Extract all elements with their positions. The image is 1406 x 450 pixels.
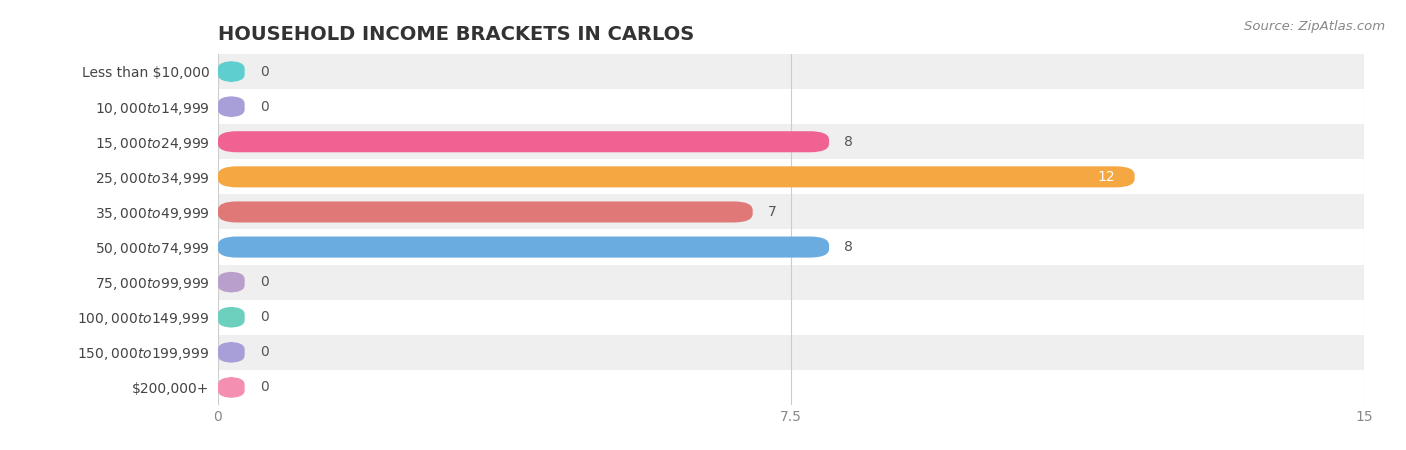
Bar <box>218 335 1364 370</box>
Text: 0: 0 <box>260 345 269 360</box>
FancyBboxPatch shape <box>218 61 245 82</box>
Bar <box>218 124 1364 159</box>
FancyBboxPatch shape <box>218 131 830 152</box>
Text: HOUSEHOLD INCOME BRACKETS IN CARLOS: HOUSEHOLD INCOME BRACKETS IN CARLOS <box>218 25 695 44</box>
Text: 0: 0 <box>260 64 269 79</box>
FancyBboxPatch shape <box>218 96 245 117</box>
Text: 0: 0 <box>260 99 269 114</box>
FancyBboxPatch shape <box>218 307 245 328</box>
Bar <box>218 230 1364 265</box>
Bar <box>218 194 1364 230</box>
Text: 8: 8 <box>845 135 853 149</box>
Bar <box>218 370 1364 405</box>
FancyBboxPatch shape <box>218 166 1135 187</box>
FancyBboxPatch shape <box>218 202 752 222</box>
Text: 12: 12 <box>1098 170 1115 184</box>
FancyBboxPatch shape <box>218 342 245 363</box>
Bar <box>218 159 1364 194</box>
Text: 0: 0 <box>260 380 269 395</box>
FancyBboxPatch shape <box>218 272 245 292</box>
Bar <box>218 54 1364 89</box>
Bar <box>218 265 1364 300</box>
Text: 8: 8 <box>845 240 853 254</box>
Text: 7: 7 <box>768 205 776 219</box>
Text: 0: 0 <box>260 275 269 289</box>
Bar <box>218 300 1364 335</box>
FancyBboxPatch shape <box>218 237 830 257</box>
Text: Source: ZipAtlas.com: Source: ZipAtlas.com <box>1244 20 1385 33</box>
Text: 0: 0 <box>260 310 269 324</box>
FancyBboxPatch shape <box>218 377 245 398</box>
Bar <box>218 89 1364 124</box>
